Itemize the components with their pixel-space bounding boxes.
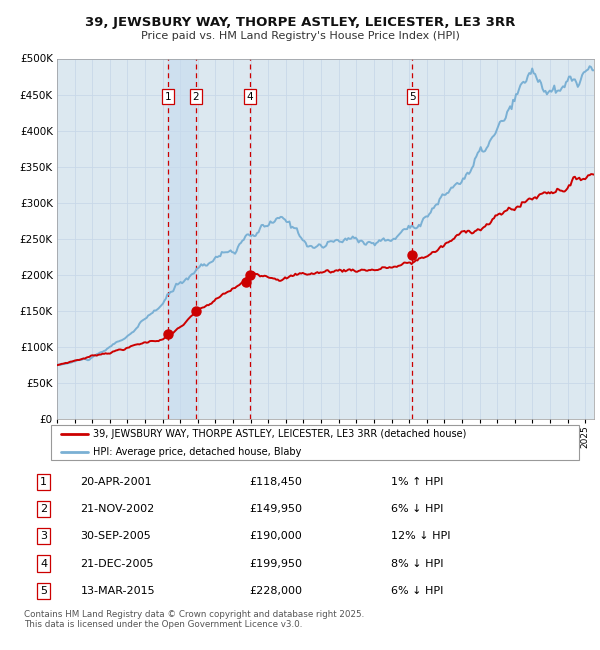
- Text: 1: 1: [164, 92, 171, 102]
- Text: 3: 3: [40, 531, 47, 541]
- Text: 4: 4: [40, 558, 47, 569]
- Text: 13-MAR-2015: 13-MAR-2015: [80, 586, 155, 596]
- Bar: [168, 58, 196, 419]
- Text: 5: 5: [40, 586, 47, 596]
- Text: 20-APR-2001: 20-APR-2001: [80, 476, 152, 487]
- Text: 12% ↓ HPI: 12% ↓ HPI: [391, 531, 450, 541]
- Text: £149,950: £149,950: [250, 504, 302, 514]
- Text: 1: 1: [40, 476, 47, 487]
- Text: 21-NOV-2002: 21-NOV-2002: [80, 504, 155, 514]
- Text: 1% ↑ HPI: 1% ↑ HPI: [391, 476, 443, 487]
- Text: 2: 2: [40, 504, 47, 514]
- Text: 6% ↓ HPI: 6% ↓ HPI: [391, 586, 443, 596]
- Text: 8% ↓ HPI: 8% ↓ HPI: [391, 558, 443, 569]
- Text: 39, JEWSBURY WAY, THORPE ASTLEY, LEICESTER, LE3 3RR: 39, JEWSBURY WAY, THORPE ASTLEY, LEICEST…: [85, 16, 515, 29]
- Text: 21-DEC-2005: 21-DEC-2005: [80, 558, 154, 569]
- Text: 5: 5: [409, 92, 416, 102]
- Text: HPI: Average price, detached house, Blaby: HPI: Average price, detached house, Blab…: [94, 447, 302, 457]
- Text: Price paid vs. HM Land Registry's House Price Index (HPI): Price paid vs. HM Land Registry's House …: [140, 31, 460, 40]
- Text: 30-SEP-2005: 30-SEP-2005: [80, 531, 151, 541]
- FancyBboxPatch shape: [50, 425, 580, 460]
- Text: £118,450: £118,450: [250, 476, 302, 487]
- Text: £228,000: £228,000: [250, 586, 302, 596]
- Text: 2: 2: [193, 92, 199, 102]
- Text: £199,950: £199,950: [250, 558, 302, 569]
- Text: 4: 4: [247, 92, 253, 102]
- Text: £190,000: £190,000: [250, 531, 302, 541]
- Text: 6% ↓ HPI: 6% ↓ HPI: [391, 504, 443, 514]
- Text: 39, JEWSBURY WAY, THORPE ASTLEY, LEICESTER, LE3 3RR (detached house): 39, JEWSBURY WAY, THORPE ASTLEY, LEICEST…: [94, 430, 467, 439]
- Text: Contains HM Land Registry data © Crown copyright and database right 2025.
This d: Contains HM Land Registry data © Crown c…: [24, 610, 364, 629]
